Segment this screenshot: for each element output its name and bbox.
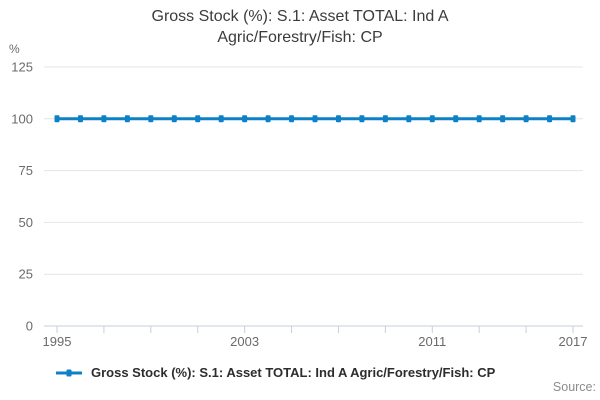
x-tick-label: 2003: [230, 334, 259, 349]
data-point-marker[interactable]: [195, 115, 201, 123]
data-point-marker[interactable]: [148, 115, 154, 123]
data-point-marker[interactable]: [476, 115, 482, 123]
data-point-marker[interactable]: [242, 115, 248, 123]
data-point-marker[interactable]: [523, 115, 529, 123]
legend: Gross Stock (%): S.1: Asset TOTAL: Ind A…: [56, 365, 495, 380]
data-point-marker[interactable]: [77, 115, 83, 123]
y-tick-label: 100: [11, 111, 33, 126]
y-axis-unit-label: %: [9, 42, 20, 56]
y-tick-label: 0: [26, 319, 33, 334]
legend-item[interactable]: Gross Stock (%): S.1: Asset TOTAL: Ind A…: [56, 365, 495, 380]
y-tick-label: 25: [19, 267, 33, 282]
legend-label: Gross Stock (%): S.1: Asset TOTAL: Ind A…: [91, 365, 496, 380]
data-point-marker[interactable]: [265, 115, 271, 123]
data-point-marker[interactable]: [171, 115, 177, 123]
legend-line-swatch: [56, 369, 82, 376]
data-point-marker[interactable]: [359, 115, 365, 123]
data-point-marker[interactable]: [335, 115, 341, 123]
legend-swatch-marker: [66, 369, 72, 376]
data-point-marker[interactable]: [453, 115, 459, 123]
data-point-marker[interactable]: [547, 115, 553, 123]
y-tick-label: 75: [19, 163, 33, 178]
x-tick-label: 2011: [418, 334, 446, 349]
data-point-marker[interactable]: [500, 115, 506, 123]
y-tick-label: 50: [19, 215, 33, 230]
data-point-marker[interactable]: [406, 115, 412, 123]
data-point-marker[interactable]: [382, 115, 388, 123]
data-point-marker[interactable]: [289, 115, 295, 123]
data-point-marker[interactable]: [54, 115, 60, 123]
chart-title: Gross Stock (%): S.1: Asset TOTAL: Ind A…: [0, 6, 600, 48]
data-point-marker[interactable]: [101, 115, 107, 123]
x-tick-label: 1995: [43, 334, 72, 349]
data-point-marker[interactable]: [218, 115, 224, 123]
data-point-marker[interactable]: [312, 115, 318, 123]
chart-title-line1: Gross Stock (%): S.1: Asset TOTAL: Ind A: [151, 8, 449, 25]
x-tick-label: 2017: [559, 334, 588, 349]
chart-title-line2: Agric/Forestry/Fish: CP: [217, 29, 383, 46]
data-point-marker[interactable]: [570, 115, 576, 123]
y-tick-label: 125: [11, 60, 33, 75]
data-point-marker[interactable]: [429, 115, 435, 123]
source-label: Source:: [552, 380, 596, 394]
data-point-marker[interactable]: [124, 115, 130, 123]
